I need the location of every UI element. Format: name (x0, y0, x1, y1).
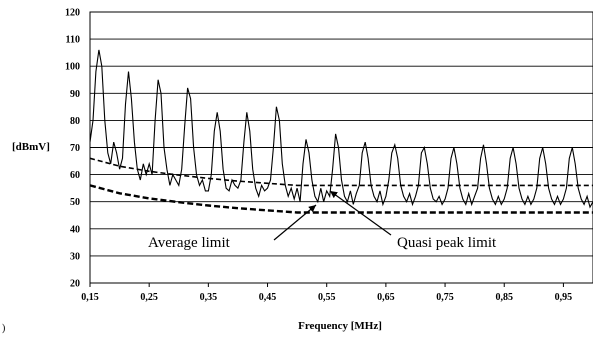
x-tick-label: 0,15 (81, 292, 99, 303)
x-tick-label: 0,75 (436, 292, 454, 303)
x-tick-label: 0,65 (377, 292, 395, 303)
x-tick-label: 0,25 (140, 292, 158, 303)
series-line-average_limit (89, 184, 593, 214)
y-tick-label: 60 (70, 170, 80, 181)
y-tick-label: 110 (66, 35, 80, 46)
x-tick-label: 0,35 (200, 292, 218, 303)
annotation-quasi-peak-limit: Quasi peak limit (397, 235, 497, 251)
x-tick-label: 0,95 (555, 292, 573, 303)
y-tick-label: 70 (70, 143, 80, 154)
x-axis-title: Frequency [MHz] (298, 320, 382, 332)
arrow-quasi-peak-limit (329, 190, 392, 236)
x-tick-label: 0,55 (318, 292, 336, 303)
y-tick-labels: 20 30 40 50 60 70 80 90 100 110 120 (65, 8, 80, 290)
y-tick-label: 80 (70, 116, 80, 127)
y-axis-title: [dBmV] (12, 141, 50, 153)
y-tick-label: 100 (65, 62, 80, 73)
y-tick-label: 40 (70, 224, 80, 235)
y-tick-label: 20 (70, 279, 80, 290)
x-tick-labels: 0,15 0,25 0,35 0,45 0,55 0,65 0,75 0,85 0,95 (81, 283, 572, 303)
annotation-average-limit: Average limit (148, 235, 231, 251)
y-tick-label: 120 (65, 8, 80, 19)
x-tick-label: 0,85 (495, 292, 513, 303)
y-tick-label: 90 (70, 89, 80, 100)
arrow-average-limit (273, 204, 317, 241)
x-tick-label: 0,45 (259, 292, 277, 303)
y-tick-label: 30 (70, 251, 80, 262)
series-group (89, 49, 593, 214)
footer-mark: ) (2, 323, 5, 334)
y-tick-label: 50 (70, 197, 80, 208)
plot-area-frame (89, 11, 593, 284)
series-line-measured_emission (89, 49, 593, 209)
